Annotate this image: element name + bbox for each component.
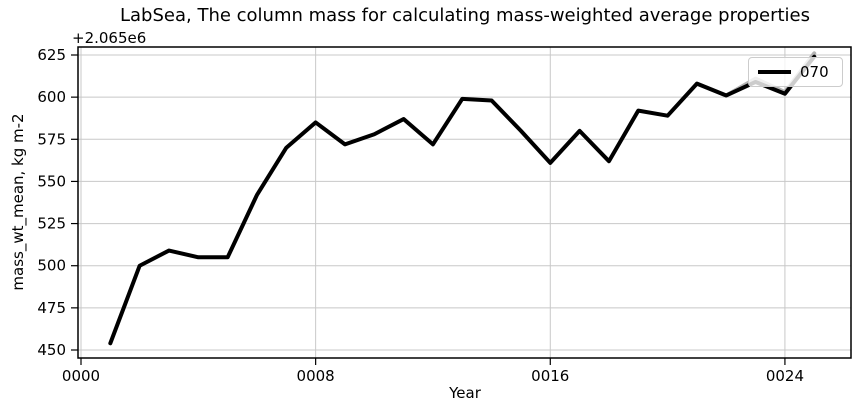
legend-line-sample [758, 70, 791, 74]
x-tick-label: 0016 [531, 367, 569, 385]
y-tick-label: 575 [37, 130, 66, 148]
gridlines [78, 47, 851, 358]
y-axis-offset-text: +2.065e6 [72, 29, 147, 47]
legend-label: 070 [800, 62, 829, 81]
axes-frame [77, 46, 852, 359]
y-tick-label: 525 [37, 215, 66, 233]
x-tick-label: 0024 [766, 367, 804, 385]
y-tick-label: 550 [37, 172, 66, 190]
legend: 070 [748, 57, 843, 87]
chart-title: LabSea, The column mass for calculating … [119, 5, 811, 26]
tick-marks [71, 54, 786, 365]
series-line-070 [108, 54, 817, 346]
y-tick-label: 450 [37, 341, 66, 359]
x-tick-label: 0008 [297, 367, 335, 385]
x-tick-label: 0000 [62, 367, 100, 385]
x-axis-label: Year [449, 384, 481, 402]
tick-labels: 450 475 500 525 550 575 600 625 0000 0008 0016 0024 [37, 46, 804, 385]
y-tick-label: 600 [37, 88, 66, 106]
y-tick-label: 500 [37, 257, 66, 275]
y-tick-label: 625 [37, 46, 66, 64]
axes-spines [77, 46, 852, 359]
y-tick-label: 475 [37, 299, 66, 317]
